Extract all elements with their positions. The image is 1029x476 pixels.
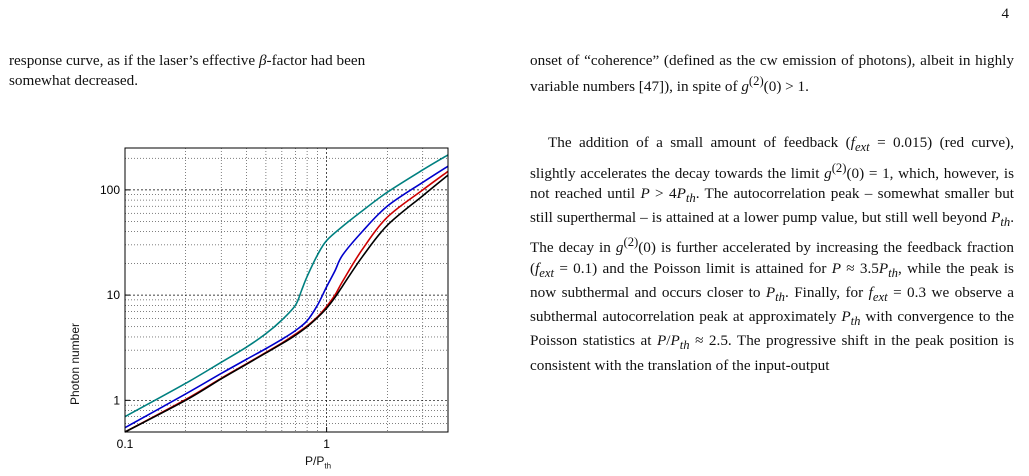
y-tick-label: 1 <box>113 393 120 407</box>
x-tick-label: 0.1 <box>117 437 134 451</box>
grid-major <box>125 148 448 432</box>
paragraph-1: onset of “coherence” (defined as the cw … <box>530 52 1014 96</box>
curves <box>124 154 449 433</box>
y-tick-label: 10 <box>107 288 121 302</box>
y-axis-label: Photon number <box>68 322 82 406</box>
x-axis-label: P/Pth <box>305 454 332 471</box>
figure: 1 10 100 0.1 1 Photon number P/Pth <box>40 142 460 476</box>
tick-labels: 1 10 100 0.1 1 <box>100 183 330 451</box>
left-text-line-1: response curve, as if the laser’s effect… <box>9 52 366 69</box>
curve-series-4 <box>124 174 449 433</box>
grid-minor <box>125 148 448 432</box>
x-tick-label: 1 <box>323 437 330 451</box>
plot-frame <box>124 147 449 433</box>
paragraph-2: The addition of a small amount of feedba… <box>530 134 1015 374</box>
y-tick-label: 100 <box>100 183 120 197</box>
photon-number-chart: 1 10 100 0.1 1 <box>100 147 449 451</box>
page-number: 4 <box>1001 6 1010 22</box>
curve-series-3 <box>124 170 449 433</box>
right-column: onset of “coherence” (defined as the cw … <box>530 51 1014 376</box>
curve-series-2 <box>124 165 449 429</box>
left-text-line-2: somewhat decreased. <box>9 72 139 90</box>
left-column: response curve, as if the laser’s effect… <box>9 51 493 91</box>
curve-series-1 <box>124 154 449 418</box>
